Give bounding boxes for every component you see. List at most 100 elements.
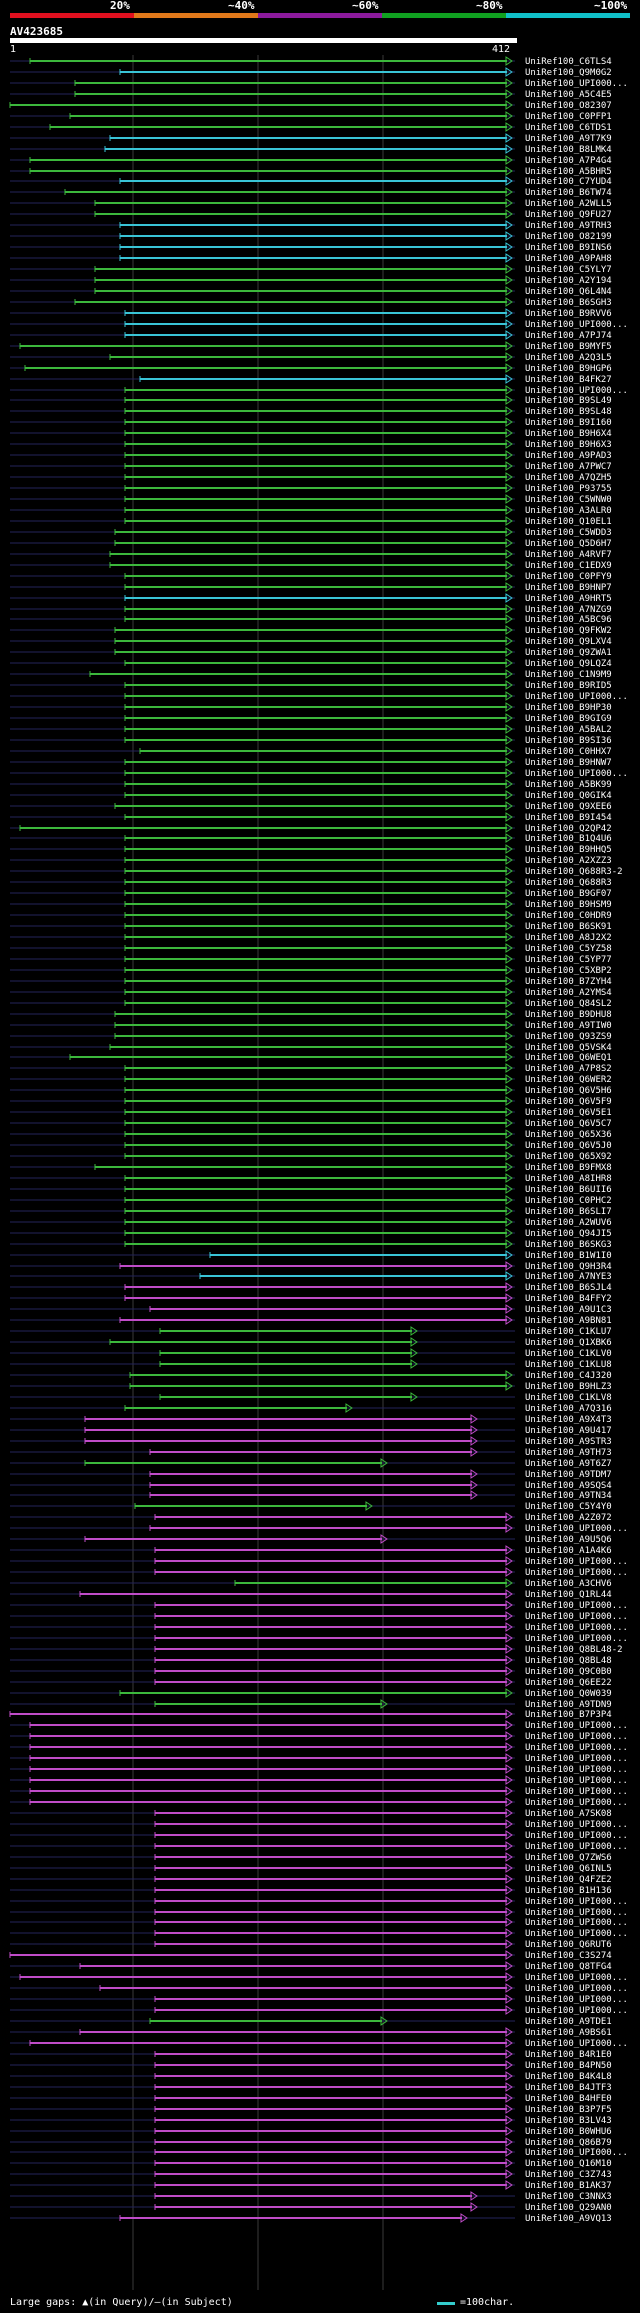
hit-label[interactable]: UniRef100_C5YLY7 bbox=[525, 265, 612, 275]
hit-label[interactable]: UniRef100_C3Z743 bbox=[525, 2170, 612, 2180]
hit-row[interactable]: UniRef100_A9X4T3 bbox=[10, 1414, 612, 1425]
hit-label[interactable]: UniRef100_Q6V5F9 bbox=[525, 1097, 612, 1107]
hit-label[interactable]: UniRef100_Q9H3R4 bbox=[525, 1262, 612, 1272]
hit-row[interactable]: UniRef100_Q6L4N4 bbox=[10, 286, 612, 297]
hit-label[interactable]: UniRef100_UPI000... bbox=[525, 1568, 628, 1578]
hit-row[interactable]: UniRef100_A7PJ74 bbox=[10, 330, 612, 341]
hit-row[interactable]: UniRef100_Q9FU27 bbox=[10, 209, 612, 220]
hit-row[interactable]: UniRef100_Q86B79 bbox=[10, 2137, 612, 2148]
hit-label[interactable]: UniRef100_A9BN81 bbox=[525, 1316, 612, 1326]
hit-label[interactable]: UniRef100_UPI000... bbox=[525, 1918, 628, 1928]
hit-row[interactable]: UniRef100_Q29AN0 bbox=[10, 2202, 612, 2213]
hit-label[interactable]: UniRef100_B9SL48 bbox=[525, 407, 612, 417]
hit-label[interactable]: UniRef100_UPI000... bbox=[525, 692, 628, 702]
hit-row[interactable]: UniRef100_UPI000... bbox=[10, 1972, 628, 1983]
hit-row[interactable]: UniRef100_UPI000... bbox=[10, 1556, 628, 1567]
hit-row[interactable]: UniRef100_UPI000... bbox=[10, 1600, 628, 1611]
hit-row[interactable]: UniRef100_B9HNP7 bbox=[10, 582, 612, 593]
hit-label[interactable]: UniRef100_B1Q4U6 bbox=[525, 834, 612, 844]
hit-row[interactable]: UniRef100_B9HHQ5 bbox=[10, 844, 612, 855]
hit-label[interactable]: UniRef100_A9TN34 bbox=[525, 1491, 612, 1501]
hit-row[interactable]: UniRef100_UPI000... bbox=[10, 1742, 628, 1753]
hit-label[interactable]: UniRef100_P93755 bbox=[525, 484, 612, 494]
hit-row[interactable]: UniRef100_C1KLV0 bbox=[10, 1348, 612, 1359]
hit-label[interactable]: UniRef100_A5BHR5 bbox=[525, 167, 612, 177]
hit-label[interactable]: UniRef100_Q84SL2 bbox=[525, 999, 612, 1009]
hit-label[interactable]: UniRef100_Q6V5E1 bbox=[525, 1108, 612, 1118]
hit-row[interactable]: UniRef100_Q6V5E1 bbox=[10, 1107, 612, 1118]
hit-label[interactable]: UniRef100_C0HDR9 bbox=[525, 911, 612, 921]
hit-row[interactable]: UniRef100_P93755 bbox=[10, 483, 612, 494]
hit-label[interactable]: UniRef100_UPI000... bbox=[525, 1798, 628, 1808]
hit-row[interactable]: UniRef100_C3Z743 bbox=[10, 2169, 612, 2180]
hit-label[interactable]: UniRef100_UPI000... bbox=[525, 1820, 628, 1830]
hit-row[interactable]: UniRef100_C0PHC2 bbox=[10, 1195, 612, 1206]
hit-label[interactable]: UniRef100_UPI000... bbox=[525, 1634, 628, 1644]
hit-label[interactable]: UniRef100_C1KLU8 bbox=[525, 1360, 612, 1370]
hit-row[interactable]: UniRef100_A9T6Z7 bbox=[10, 1458, 612, 1469]
hit-row[interactable]: UniRef100_Q0W039 bbox=[10, 1688, 612, 1699]
hit-label[interactable]: UniRef100_B3LV43 bbox=[525, 2116, 612, 2126]
hit-row[interactable]: UniRef100_B9RID5 bbox=[10, 680, 612, 691]
hit-label[interactable]: UniRef100_A9TIW0 bbox=[525, 1021, 612, 1031]
hit-label[interactable]: UniRef100_B9HLZ3 bbox=[525, 1382, 612, 1392]
hit-row[interactable]: UniRef100_A9HRT5 bbox=[10, 593, 612, 604]
hit-row[interactable]: UniRef100_UPI000... bbox=[10, 1611, 628, 1622]
hit-row[interactable]: UniRef100_C6TDS1 bbox=[10, 122, 612, 133]
hit-label[interactable]: UniRef100_Q5VSK4 bbox=[525, 1043, 612, 1053]
hit-row[interactable]: UniRef100_B9HNW7 bbox=[10, 757, 612, 768]
hit-row[interactable]: UniRef100_A9T7K9 bbox=[10, 133, 612, 144]
hit-label[interactable]: UniRef100_A2WUV6 bbox=[525, 1218, 612, 1228]
hit-label[interactable]: UniRef100_Q688R3 bbox=[525, 878, 612, 888]
hit-row[interactable]: UniRef100_A5BHR5 bbox=[10, 166, 612, 177]
hit-row[interactable]: UniRef100_Q16M10 bbox=[10, 2158, 612, 2169]
hit-row[interactable]: UniRef100_UPI000... bbox=[10, 78, 628, 89]
hit-row[interactable]: UniRef100_Q8TFG4 bbox=[10, 1961, 612, 1972]
hit-label[interactable]: UniRef100_A4RVF7 bbox=[525, 550, 612, 560]
hit-row[interactable]: UniRef100_B9HLZ3 bbox=[10, 1381, 612, 1392]
hit-row[interactable]: UniRef100_UPI000... bbox=[10, 1994, 628, 2005]
hit-row[interactable]: UniRef100_B1AK37 bbox=[10, 2180, 612, 2191]
hit-label[interactable]: UniRef100_Q8BL48 bbox=[525, 1656, 612, 1666]
hit-row[interactable]: UniRef100_A1A4K6 bbox=[10, 1545, 612, 1556]
hit-label[interactable]: UniRef100_B9H6X4 bbox=[525, 429, 612, 439]
hit-row[interactable]: UniRef100_Q1RL44 bbox=[10, 1589, 612, 1600]
hit-row[interactable]: UniRef100_C5XBP2 bbox=[10, 965, 612, 976]
hit-row[interactable]: UniRef100_C7YUD4 bbox=[10, 176, 612, 187]
hit-label[interactable]: UniRef100_B9HP30 bbox=[525, 703, 612, 713]
hit-row[interactable]: UniRef100_UPI000... bbox=[10, 1764, 628, 1775]
hit-row[interactable]: UniRef100_C0HHX7 bbox=[10, 746, 612, 757]
hit-label[interactable]: UniRef100_A2Z072 bbox=[525, 1513, 612, 1523]
hit-row[interactable]: UniRef100_B9HGP6 bbox=[10, 363, 612, 374]
hit-label[interactable]: UniRef100_B9H6X3 bbox=[525, 440, 612, 450]
hit-row[interactable]: UniRef100_A2WUV6 bbox=[10, 1217, 612, 1228]
hit-row[interactable]: UniRef100_Q8BL48 bbox=[10, 1655, 612, 1666]
hit-row[interactable]: UniRef100_B9HSM9 bbox=[10, 899, 612, 910]
hit-row[interactable]: UniRef100_B4HFE0 bbox=[10, 2093, 612, 2104]
hit-row[interactable]: UniRef100_UPI000... bbox=[10, 1523, 628, 1534]
hit-label[interactable]: UniRef100_Q2QP42 bbox=[525, 824, 612, 834]
hit-label[interactable]: UniRef100_C1KLU7 bbox=[525, 1327, 612, 1337]
hit-row[interactable]: UniRef100_B4JTF3 bbox=[10, 2082, 612, 2093]
hit-label[interactable]: UniRef100_B4FFY2 bbox=[525, 1294, 612, 1304]
hit-label[interactable]: UniRef100_B3P7F5 bbox=[525, 2105, 612, 2115]
hit-row[interactable]: UniRef100_C4J320 bbox=[10, 1370, 612, 1381]
hit-label[interactable]: UniRef100_Q1RL44 bbox=[525, 1590, 612, 1600]
hit-row[interactable]: UniRef100_Q4FZE2 bbox=[10, 1874, 612, 1885]
hit-row[interactable]: UniRef100_C3NNX3 bbox=[10, 2191, 612, 2202]
hit-row[interactable]: UniRef100_Q2QP42 bbox=[10, 823, 612, 834]
hit-label[interactable]: UniRef100_B9RID5 bbox=[525, 681, 612, 691]
hit-label[interactable]: UniRef100_Q9C0B0 bbox=[525, 1667, 612, 1677]
hit-row[interactable]: UniRef100_C1KLU8 bbox=[10, 1359, 612, 1370]
hit-row[interactable]: UniRef100_A8J2X2 bbox=[10, 932, 612, 943]
hit-label[interactable]: UniRef100_C1N9M9 bbox=[525, 670, 612, 680]
hit-row[interactable]: UniRef100_C5YLY7 bbox=[10, 264, 612, 275]
hit-row[interactable]: UniRef100_A7P8S2 bbox=[10, 1063, 612, 1074]
hit-label[interactable]: UniRef100_UPI000... bbox=[525, 1995, 628, 2005]
hit-label[interactable]: UniRef100_A7PJ74 bbox=[525, 331, 612, 341]
hit-row[interactable]: UniRef100_B4FFY2 bbox=[10, 1293, 612, 1304]
hit-label[interactable]: UniRef100_A9TH73 bbox=[525, 1448, 612, 1458]
hit-label[interactable]: UniRef100_Q65X92 bbox=[525, 1152, 612, 1162]
hit-row[interactable]: UniRef100_A3CHV6 bbox=[10, 1578, 612, 1589]
hit-row[interactable]: UniRef100_A5BAL2 bbox=[10, 724, 612, 735]
